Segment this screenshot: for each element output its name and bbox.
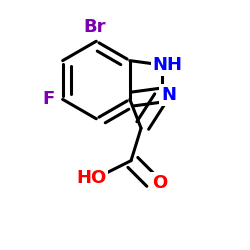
Text: O: O — [152, 174, 168, 192]
Text: F: F — [43, 90, 55, 108]
Text: Br: Br — [84, 18, 106, 36]
Text: NH: NH — [152, 56, 182, 74]
Text: N: N — [161, 86, 176, 104]
Text: HO: HO — [76, 169, 106, 187]
